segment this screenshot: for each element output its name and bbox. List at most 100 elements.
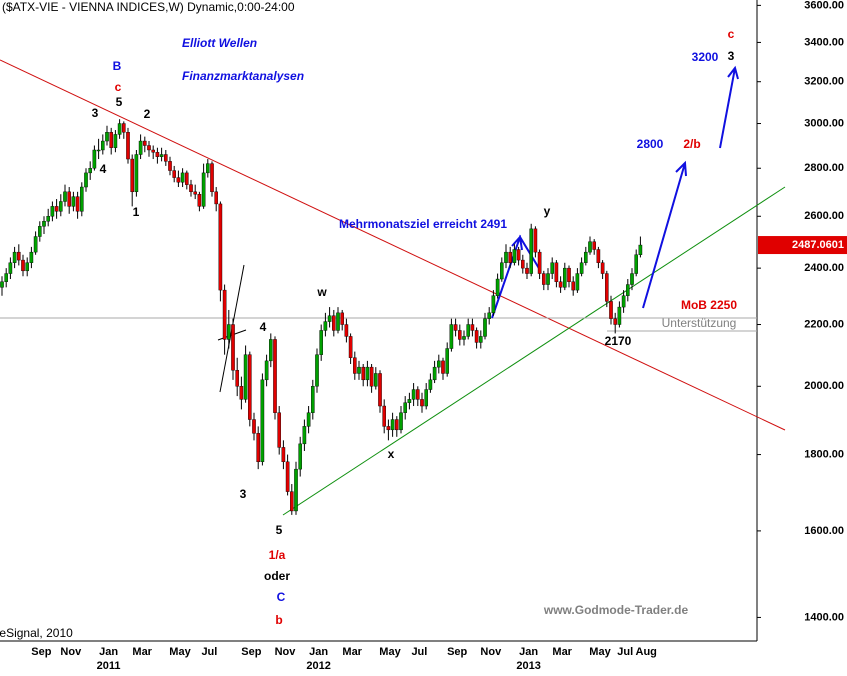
x-tick-label: May	[169, 646, 191, 658]
candle-body	[201, 172, 206, 207]
annotation: 3	[240, 487, 247, 501]
candle-body	[453, 324, 458, 331]
candle-body	[25, 262, 30, 272]
candle-body	[638, 244, 643, 255]
candle-body	[479, 336, 483, 343]
y-tick-label: 3000.00	[804, 117, 844, 129]
x-tick-label: Jan	[99, 646, 118, 658]
candle-body	[357, 366, 361, 374]
y-tick-label: 2000.00	[804, 380, 844, 392]
candle-body	[626, 284, 630, 296]
candle-body	[336, 312, 340, 331]
candle-body	[311, 386, 315, 413]
annotation: y	[544, 204, 551, 218]
candle-body	[54, 206, 59, 212]
candle-body	[596, 249, 601, 263]
annotation: MoB 2250	[681, 298, 737, 312]
x-year-label: 2013	[516, 660, 540, 672]
candle-body	[399, 412, 403, 431]
candle-body	[432, 366, 437, 381]
y-tick-label: 3200.00	[804, 76, 844, 88]
candle-body	[567, 267, 571, 282]
candle-body	[50, 206, 55, 217]
candle-body	[613, 318, 617, 325]
candle-body	[617, 306, 622, 325]
arrow	[642, 160, 687, 309]
candle-body	[407, 399, 412, 403]
candle-body	[126, 132, 130, 160]
x-tick-label: Jan	[519, 646, 538, 658]
candle-body	[88, 168, 92, 174]
candle-body	[403, 402, 408, 413]
candle-body	[449, 324, 454, 349]
annotation: 5	[116, 95, 123, 109]
x-year-label: 2012	[306, 660, 330, 672]
candle-body	[226, 324, 231, 340]
candle-body	[252, 419, 256, 434]
candle-body	[59, 201, 63, 212]
arrows	[491, 65, 739, 319]
candle-body	[29, 251, 34, 263]
candle-body	[458, 330, 462, 340]
candle-body	[42, 221, 46, 227]
candle-body	[386, 426, 391, 431]
candle-body	[395, 419, 399, 431]
candle-body	[172, 170, 177, 178]
candle-body	[151, 149, 156, 153]
candle-body	[495, 278, 500, 296]
y-tick-label: 3600.00	[804, 0, 844, 11]
candle-body	[374, 373, 378, 387]
candle-body	[609, 301, 613, 319]
candle-body	[142, 140, 147, 146]
annotation: Unterstützung	[662, 316, 737, 330]
annotation: 3	[92, 106, 99, 120]
annotation: 1/a	[269, 548, 286, 562]
annotation: B	[113, 59, 122, 73]
candle-body	[33, 236, 38, 253]
candle-body	[441, 360, 445, 374]
candle-body	[176, 177, 181, 183]
annotation: 1	[133, 205, 140, 219]
candle-body	[504, 251, 508, 263]
x-tick-label: Nov	[60, 646, 82, 658]
candle-body	[75, 196, 80, 212]
annotation: 3200	[692, 50, 719, 64]
candle-body	[332, 315, 336, 331]
candle-body	[281, 447, 286, 463]
candle-body	[411, 389, 416, 400]
candle-body	[71, 196, 76, 207]
annotation: 2800	[637, 137, 664, 151]
candle-body	[235, 370, 240, 387]
candle-body	[189, 184, 193, 193]
candle-body	[222, 289, 227, 340]
y-tick-label: 1400.00	[804, 611, 844, 623]
arrow	[491, 234, 541, 319]
candle-body	[323, 321, 328, 331]
candle-body	[12, 251, 17, 263]
annotation: w	[316, 285, 327, 299]
candle-body	[529, 228, 533, 274]
candle-body	[109, 132, 113, 148]
candle-body	[210, 163, 214, 193]
candle-body	[138, 140, 143, 155]
candle-body	[550, 262, 554, 274]
annotation: b	[275, 613, 282, 627]
candle-body	[180, 172, 185, 183]
candle-body	[8, 262, 13, 274]
trend-line	[282, 186, 786, 516]
annotation: 2/b	[683, 137, 700, 151]
annotation: 5	[276, 523, 283, 537]
x-tick-label: May	[589, 646, 611, 658]
candle-body	[0, 281, 4, 288]
candle-body	[521, 259, 525, 269]
y-tick-label: 3400.00	[804, 36, 844, 48]
candle-body	[537, 251, 542, 274]
annotation: 4	[260, 320, 267, 334]
candle-body	[512, 249, 517, 263]
x-year-label: 2011	[97, 660, 121, 672]
candle-body	[205, 163, 210, 174]
x-tick-label: Jul	[201, 646, 217, 658]
heading: Elliott Wellen	[182, 36, 257, 50]
candle-body	[533, 228, 538, 253]
candle-body	[121, 123, 126, 133]
